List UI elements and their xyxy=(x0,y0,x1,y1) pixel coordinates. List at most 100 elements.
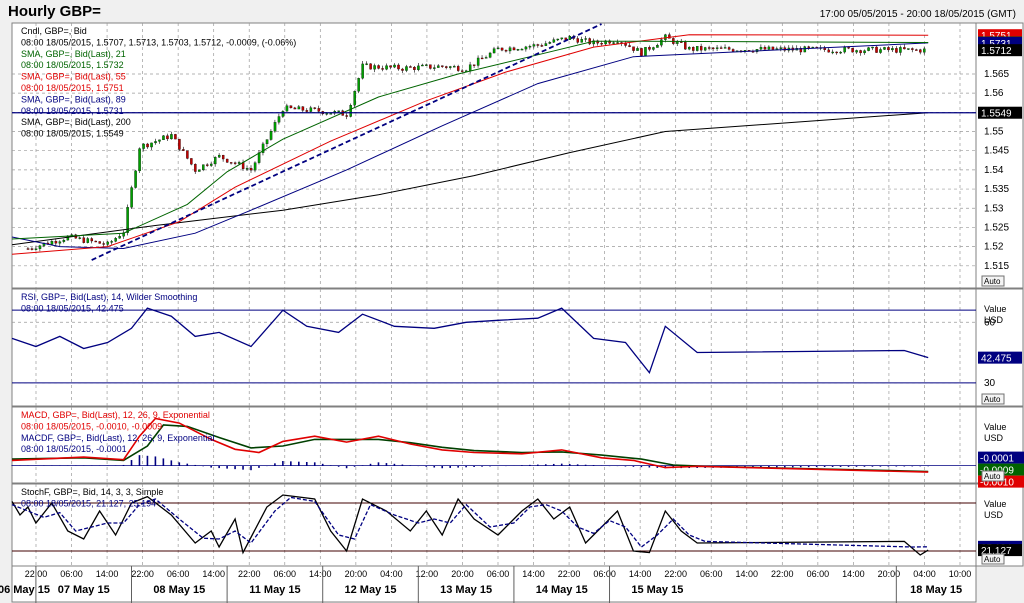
candle-body xyxy=(648,47,651,50)
macd-histogram-bar xyxy=(839,465,842,467)
candle-body xyxy=(492,48,496,54)
macd-histogram-bar xyxy=(345,465,348,469)
candle-body xyxy=(684,42,687,50)
candle-body xyxy=(907,48,910,50)
macd-histogram-bar xyxy=(282,461,284,466)
candle-body xyxy=(883,47,886,50)
candle-body xyxy=(102,243,105,245)
macd-histogram-bar xyxy=(298,461,300,466)
candle-body xyxy=(851,48,854,53)
macd-histogram-bar xyxy=(417,465,420,467)
auto-scale-button[interactable]: Auto xyxy=(981,553,1005,565)
macd-histogram-bar xyxy=(529,464,531,466)
candle-body xyxy=(600,43,603,45)
candle-body xyxy=(660,39,663,46)
candle-body xyxy=(759,47,763,50)
auto-scale-label[interactable]: Auto xyxy=(984,395,1001,404)
sma21-line xyxy=(11,40,929,240)
macd-histogram-bar xyxy=(66,465,69,466)
macd-histogram-bar xyxy=(377,462,380,466)
legend-entry: SMA, GBP=, Bid(Last), 55 xyxy=(21,72,126,82)
candle-body xyxy=(612,42,615,44)
value-axis-label-text: -0.0001 xyxy=(980,454,1014,465)
candle-body xyxy=(353,91,356,106)
macd-histogram-bar xyxy=(537,464,539,466)
candle-body xyxy=(281,111,285,117)
auto-scale-label[interactable]: Auto xyxy=(984,472,1001,481)
candle-body xyxy=(544,43,548,46)
macd-histogram-bar xyxy=(584,464,587,466)
candle-body xyxy=(385,65,388,70)
macd-histogram-bar xyxy=(226,465,228,469)
candle-body xyxy=(277,116,281,123)
candle-body xyxy=(484,57,488,59)
candle-body xyxy=(325,113,329,115)
macd-histogram-bar xyxy=(863,465,866,467)
candle-body xyxy=(915,49,918,51)
candle-body xyxy=(130,187,133,208)
candle-body xyxy=(273,122,277,132)
candle-body xyxy=(532,44,536,47)
auto-scale-button[interactable]: Auto xyxy=(981,275,1005,287)
auto-scale-label[interactable]: Auto xyxy=(984,555,1001,564)
candle-body xyxy=(297,106,301,110)
auto-scale-label[interactable]: Auto xyxy=(984,277,1001,286)
time-tick-label: 20:00 xyxy=(451,569,474,579)
uptrend-line[interactable] xyxy=(91,23,602,261)
auto-scale-button[interactable]: Auto xyxy=(981,393,1005,405)
candle-body xyxy=(456,66,460,71)
macd-histogram-bar xyxy=(505,465,507,467)
candle-body xyxy=(887,47,890,51)
candle-body xyxy=(126,207,129,233)
candle-body xyxy=(508,47,512,52)
value-tick-label: 1.55 xyxy=(984,127,1004,138)
macd-histogram-bar xyxy=(760,465,762,468)
candle-body xyxy=(843,47,846,53)
macd-histogram-bar xyxy=(218,465,220,469)
macd-histogram-bar xyxy=(911,465,914,467)
time-tick-label: 10:00 xyxy=(949,569,972,579)
candle-body xyxy=(771,46,775,50)
time-range: 17:00 05/05/2015 - 20:00 18/05/2015 (GMT… xyxy=(819,9,1016,20)
date-tick-label: 07 May 15 xyxy=(58,584,110,596)
candle-body xyxy=(301,106,305,111)
candle-body xyxy=(875,46,878,53)
legend-entry: 08:00 18/05/2015, -0.0001 xyxy=(21,444,127,454)
date-tick-label: 13 May 15 xyxy=(440,584,492,596)
time-tick-label: 04:00 xyxy=(913,569,936,579)
macd-histogram-bar xyxy=(513,465,515,466)
candle-body xyxy=(293,107,297,110)
candle-body xyxy=(827,49,830,53)
rsi-value-axis xyxy=(975,288,1024,407)
macd-histogram-bar xyxy=(266,465,268,467)
candle-body xyxy=(365,63,368,65)
candle-body xyxy=(767,46,771,50)
macd-histogram-bar xyxy=(600,465,603,466)
candle-body xyxy=(472,64,476,66)
candle-body xyxy=(373,65,376,70)
candle-body xyxy=(337,110,340,112)
candle-body xyxy=(548,42,552,44)
candle-body xyxy=(118,236,121,239)
macd-histogram-bar xyxy=(401,464,404,466)
date-tick-label: 18 May 15 xyxy=(910,584,962,596)
macd-histogram-bar xyxy=(194,464,197,466)
macd-histogram-bar xyxy=(98,465,101,466)
candle-body xyxy=(688,47,691,50)
candle-body xyxy=(879,49,882,53)
candle-body xyxy=(863,50,866,54)
macd-histogram-bar xyxy=(752,465,754,468)
macd-histogram-bar xyxy=(895,465,898,467)
macd-histogram-bar xyxy=(457,465,459,468)
candle-body xyxy=(257,152,261,163)
macd-histogram-bar xyxy=(385,463,388,466)
auto-scale-button[interactable]: Auto xyxy=(981,470,1005,482)
candle-body xyxy=(158,139,161,142)
candle-body xyxy=(903,47,906,50)
candle-body xyxy=(592,40,595,45)
value-axis-label: 1.5549 xyxy=(978,106,1022,120)
candle-body xyxy=(568,35,572,40)
unit-label: Value xyxy=(984,304,1006,314)
candle-body xyxy=(676,41,679,44)
